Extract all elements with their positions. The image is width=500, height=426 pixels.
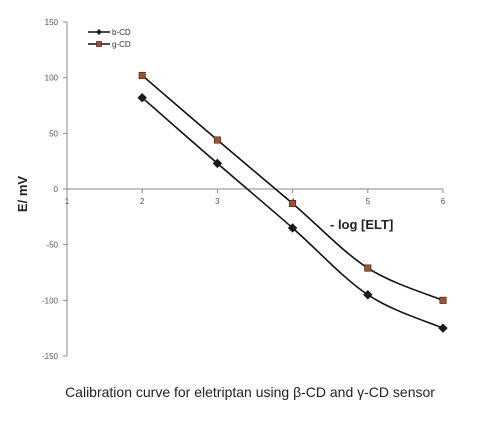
y-axis-label: E/ mV [15, 176, 30, 212]
legend-label-g-CD: g-CD [112, 40, 131, 49]
data-point-g-CD [138, 71, 146, 79]
y-tick-label: -150 [42, 352, 59, 361]
y-tick-label: -100 [42, 296, 59, 305]
x-ticks: 123456 [65, 189, 446, 206]
x-tick-label: 3 [215, 197, 220, 206]
x-tick-label: 5 [366, 197, 371, 206]
y-tick-label: 100 [45, 74, 59, 83]
y-tick-label: -50 [46, 241, 58, 250]
data-point-g-CD [439, 296, 447, 304]
x-tick-label: 6 [441, 197, 446, 206]
y-tick-label: 150 [45, 18, 59, 27]
data-point-g-CD [289, 199, 297, 207]
data-point-b-CD [363, 290, 373, 300]
data-point-b-CD [287, 223, 298, 233]
y-ticks: 150 100 50 0 -50 -100 -150 [42, 18, 67, 361]
legend-marker-g-CD [96, 41, 102, 47]
chart-legend: b-CD g-CD [88, 28, 131, 49]
x-tick-label: 2 [140, 197, 145, 206]
series-markers [137, 71, 448, 333]
figure-caption: Calibration curve for eletriptan using β… [65, 384, 435, 400]
data-point-b-CD [438, 323, 448, 333]
data-point-b-CD [212, 158, 223, 169]
legend-marker-b-CD [96, 29, 102, 35]
x-axis-label: - log [ELT] [330, 217, 393, 232]
data-point-g-CD [364, 264, 372, 272]
series-line-b-CD [141, 97, 444, 329]
series-line-g-CD [141, 74, 444, 302]
y-tick-label: 50 [49, 129, 58, 138]
x-tick-label: 1 [65, 197, 70, 206]
y-tick-label: 0 [54, 185, 59, 194]
data-point-g-CD [213, 136, 221, 144]
data-point-b-CD [137, 92, 147, 103]
legend-label-b-CD: b-CD [112, 28, 131, 37]
